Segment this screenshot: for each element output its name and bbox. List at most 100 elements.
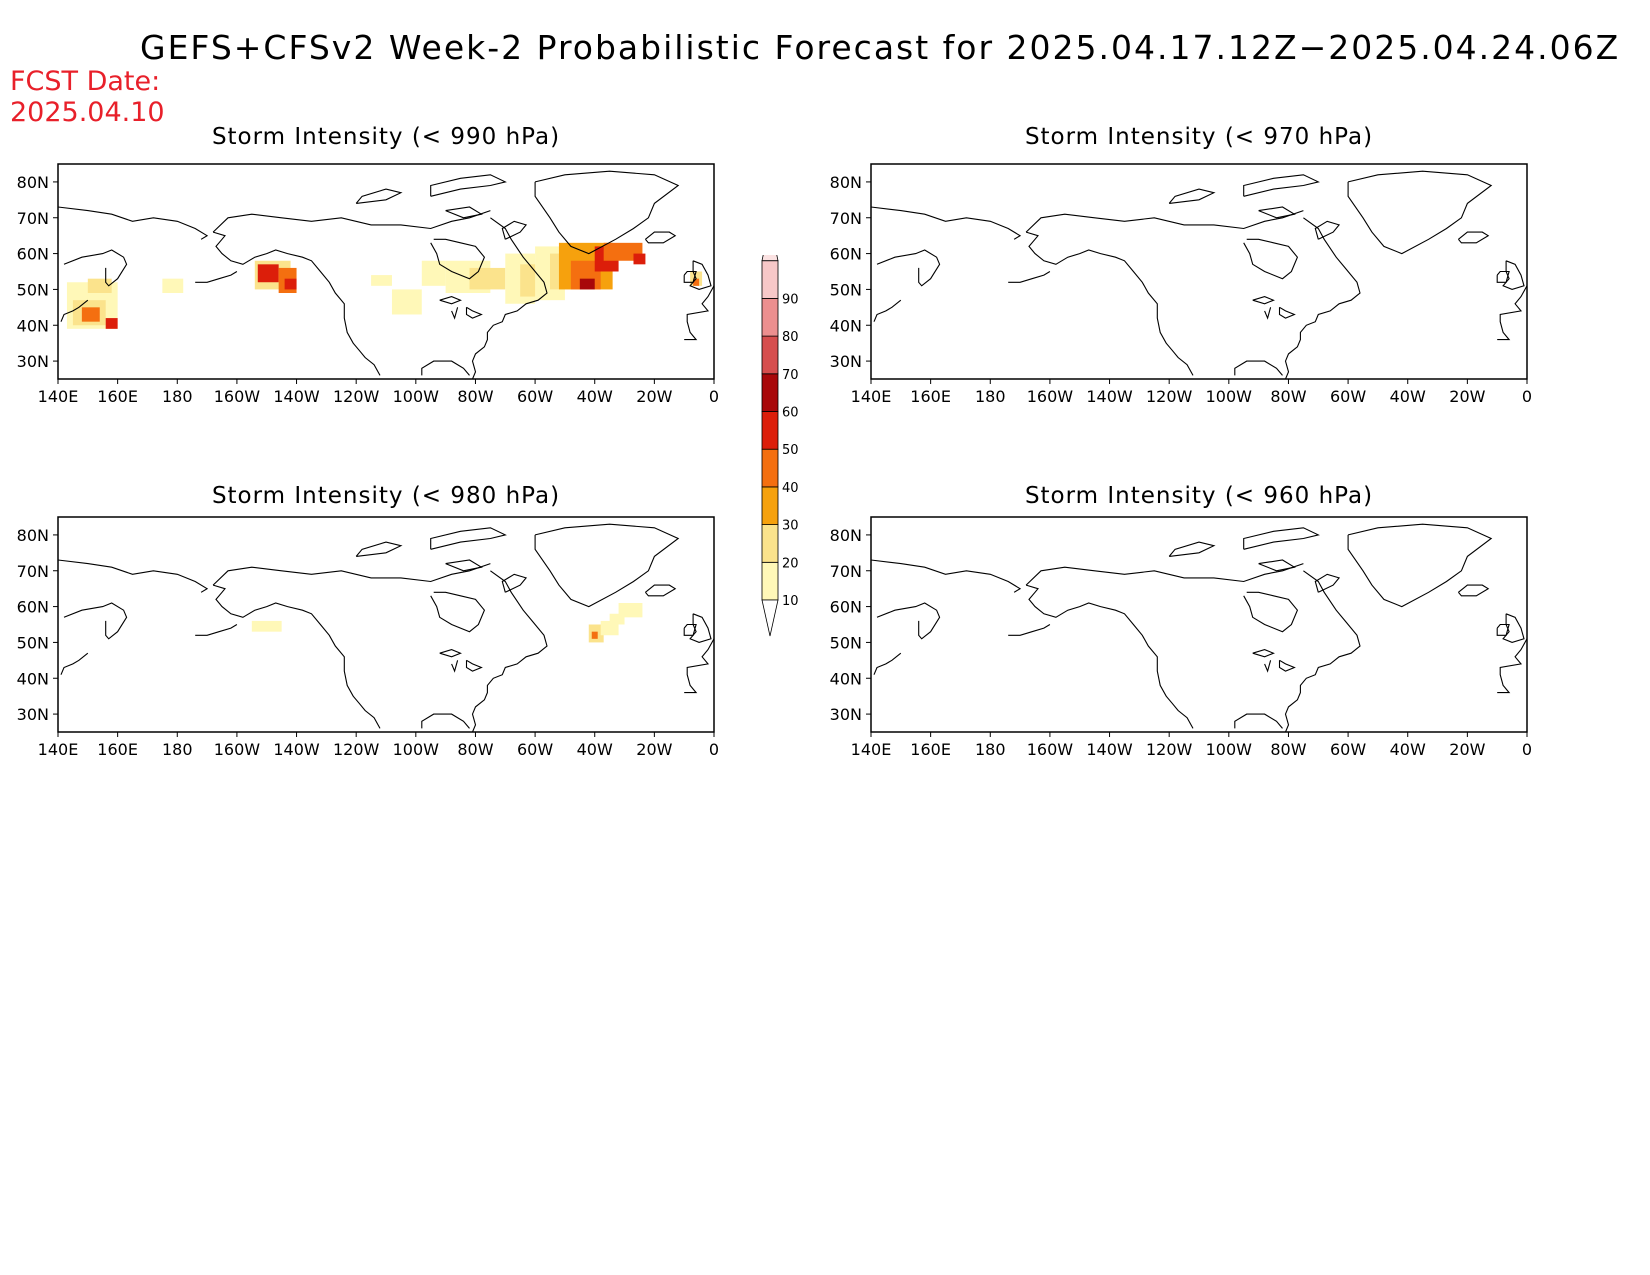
coastline <box>1258 206 1296 219</box>
map-frame <box>870 516 1528 733</box>
lon-tick-label: 40W <box>1390 387 1426 406</box>
coastline <box>1243 527 1320 550</box>
lon-tick-label: 160E <box>910 740 951 759</box>
coastline <box>534 170 680 255</box>
map-frame <box>57 516 715 733</box>
lon-tick-label: 120W <box>333 740 380 759</box>
coastline <box>212 231 381 376</box>
coastline <box>1025 584 1194 729</box>
probability-cell <box>371 275 392 286</box>
map-panel-980: 80N 70N 60N 50N 40N 30N 140E 160E 180 160W 140W 120… <box>17 516 719 759</box>
colorbar-segment <box>761 561 779 601</box>
lon-tick-label: 0 <box>1522 740 1532 759</box>
lat-tick-label: 80N <box>17 173 49 192</box>
coastline <box>1252 649 1275 658</box>
coastline <box>430 174 507 197</box>
colorbar-bottom-arrow <box>761 599 779 637</box>
forecast-date: FCST Date: 2025.04.10 <box>10 66 165 128</box>
lon-tick-label: 20W <box>636 387 672 406</box>
lon-tick-label: 160W <box>214 387 261 406</box>
coastline <box>355 188 403 204</box>
colorbar-label: 70 <box>782 368 799 383</box>
coastline <box>683 623 697 636</box>
lon-tick-label: 80W <box>1270 740 1306 759</box>
lon-tick-label: 80W <box>1270 387 1306 406</box>
lat-tick-label: 50N <box>17 633 49 652</box>
coastline <box>1278 659 1296 672</box>
lon-tick-label: 120W <box>1146 740 1193 759</box>
coastline <box>689 260 712 290</box>
lon-tick-label: 20W <box>1449 740 1485 759</box>
map-frame <box>870 163 1528 380</box>
coastline <box>1008 271 1051 283</box>
coastline <box>873 652 902 675</box>
coastline <box>212 584 381 729</box>
coastline <box>1502 260 1525 290</box>
coastline <box>1025 210 1304 233</box>
colorbar-label: 40 <box>782 481 799 496</box>
coastline <box>465 306 483 319</box>
map-panel-990: 80N 70N 60N 50N 40N 30N 140E 160E 180 160W 140W 120… <box>17 163 719 406</box>
lon-tick-label: 100W <box>1206 740 1253 759</box>
coastline <box>1168 188 1216 204</box>
lon-tick-label: 140W <box>273 740 320 759</box>
colorbar-segment <box>761 448 779 488</box>
lon-tick-label: 160W <box>1027 740 1074 759</box>
colorbar-segment <box>761 298 779 337</box>
panel-title-980: Storm Intensity (< 980 hPa) <box>211 483 561 509</box>
lat-tick-label: 50N <box>17 280 49 299</box>
lon-tick-label: 180 <box>975 387 1006 406</box>
lat-tick-label: 70N <box>17 209 49 228</box>
map-panel-970: 80N 70N 60N 50N 40N 30N 140E 160E 180 160W 140W 120… <box>830 163 1532 406</box>
coastline <box>1497 638 1527 694</box>
lon-tick-label: 160E <box>910 387 951 406</box>
lat-tick-label: 40N <box>17 316 49 335</box>
lat-tick-label: 60N <box>830 598 862 617</box>
coastline <box>1025 231 1194 376</box>
probability-cell <box>162 278 184 293</box>
lon-tick-label: 140W <box>1086 740 1133 759</box>
lon-tick-label: 0 <box>709 740 719 759</box>
lon-tick-label: 140W <box>1086 387 1133 406</box>
probability-cell <box>81 307 100 322</box>
coastline <box>873 299 902 322</box>
lon-tick-label: 40W <box>577 740 613 759</box>
coastline <box>1496 623 1510 636</box>
lon-tick-label: 180 <box>162 740 193 759</box>
panel-title-960: Storm Intensity (< 960 hPa) <box>1024 483 1374 509</box>
coastline <box>212 563 491 586</box>
coastline <box>1457 231 1490 244</box>
probability-cell <box>633 253 646 265</box>
probability-cell <box>600 620 619 636</box>
lat-tick-label: 30N <box>830 705 862 724</box>
colorbar-segment <box>761 524 779 563</box>
coastline <box>684 285 714 341</box>
lon-tick-label: 60W <box>517 387 553 406</box>
coastline <box>445 559 483 572</box>
coastline <box>58 206 209 240</box>
probability-cell <box>251 620 282 632</box>
lat-tick-label: 60N <box>17 598 49 617</box>
lon-tick-label: 140E <box>38 740 79 759</box>
coastline <box>1314 220 1341 240</box>
coastline <box>644 584 677 597</box>
lon-tick-label: 20W <box>636 740 672 759</box>
lon-tick-label: 140E <box>38 387 79 406</box>
colorbar-segment <box>761 260 779 299</box>
coastline <box>1025 563 1304 586</box>
coastline <box>1314 573 1341 593</box>
colorbar-label: 20 <box>782 556 799 571</box>
colorbar-label: 30 <box>782 519 799 534</box>
coastline <box>430 591 486 633</box>
probability-cell <box>257 264 279 283</box>
lat-tick-label: 50N <box>830 633 862 652</box>
lon-tick-label: 40W <box>577 387 613 406</box>
probability-cell <box>391 289 422 315</box>
lon-tick-label: 0 <box>709 387 719 406</box>
map-panel-960: 80N 70N 60N 50N 40N 30N 140E 160E 180 160W 140W 120… <box>830 516 1532 759</box>
lon-tick-label: 140W <box>273 387 320 406</box>
coastline <box>58 559 209 593</box>
coastline <box>451 660 459 673</box>
coastline <box>684 638 714 694</box>
forecast-date-label: FCST Date: <box>10 66 161 97</box>
